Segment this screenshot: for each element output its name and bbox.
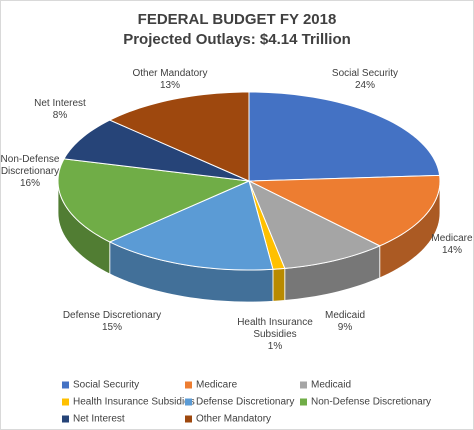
label-name: Net Interest: [34, 98, 86, 109]
legend-swatch: [62, 398, 69, 406]
label-value: 1%: [267, 341, 283, 352]
legend-label: Medicare: [196, 380, 238, 391]
chart-subtitle: Projected Outlays: $4.14 Trillion: [123, 31, 351, 48]
legend-label: Defense Discretionary: [196, 397, 294, 408]
label-value: 16%: [19, 178, 40, 189]
label-name: Other Mandatory: [132, 68, 208, 79]
data-label: Other Mandatory 13%: [115, 68, 225, 92]
legend-label: Social Security: [73, 380, 139, 391]
pie-slice: [63, 119, 250, 182]
legend-label: Medicaid: [311, 380, 351, 391]
pie-slice: [108, 91, 250, 182]
legend-swatch: [185, 381, 192, 389]
legend-swatch: [62, 381, 69, 389]
legend-label: Non-Defense Discretionary: [311, 397, 431, 408]
legend-label: Other Mandatory: [196, 414, 271, 425]
legend-label: Health Insurance Subsidies: [73, 397, 195, 408]
pie-slice: [248, 179, 381, 269]
legend-swatch: [185, 398, 192, 406]
label-name: Medicaid: [324, 310, 366, 321]
label-value: 13%: [159, 80, 180, 91]
data-label: Medicare 14%: [412, 233, 474, 257]
chart-title: FEDERAL BUDGET FY 2018: [138, 11, 337, 28]
pie-slice: [248, 91, 441, 182]
legend-swatch: [185, 415, 192, 423]
label-name: Social Security: [331, 68, 399, 79]
legend-swatch: [62, 415, 69, 423]
data-label: Health Insurance Subsidies 1%: [230, 317, 320, 353]
slice-side: [272, 267, 286, 302]
data-label: Non-Defense Discretionary 16%: [0, 154, 70, 190]
data-label: Social Security 24%: [305, 68, 425, 92]
data-label: Defense Discretionary 15%: [42, 310, 182, 334]
pie-slice: [108, 180, 274, 271]
legend-swatch: [300, 381, 307, 389]
label-value: 9%: [337, 322, 353, 333]
label-name: Health Insurance Subsidies: [237, 317, 313, 340]
pie-slice: [57, 158, 251, 243]
label-value: 8%: [52, 110, 68, 121]
data-label: Net Interest 8%: [15, 98, 105, 122]
label-name: Defense Discretionary: [62, 310, 162, 321]
label-value: 15%: [101, 322, 122, 333]
label-name: Medicare: [431, 233, 473, 244]
legend-label: Net Interest: [73, 414, 125, 425]
label-value: 14%: [441, 245, 462, 256]
label-name: Non-Defense Discretionary: [0, 154, 60, 177]
data-label: Medicaid 9%: [305, 310, 385, 334]
legend-swatch: [300, 398, 307, 406]
pie-slice: [248, 174, 441, 247]
label-value: 24%: [354, 80, 375, 91]
